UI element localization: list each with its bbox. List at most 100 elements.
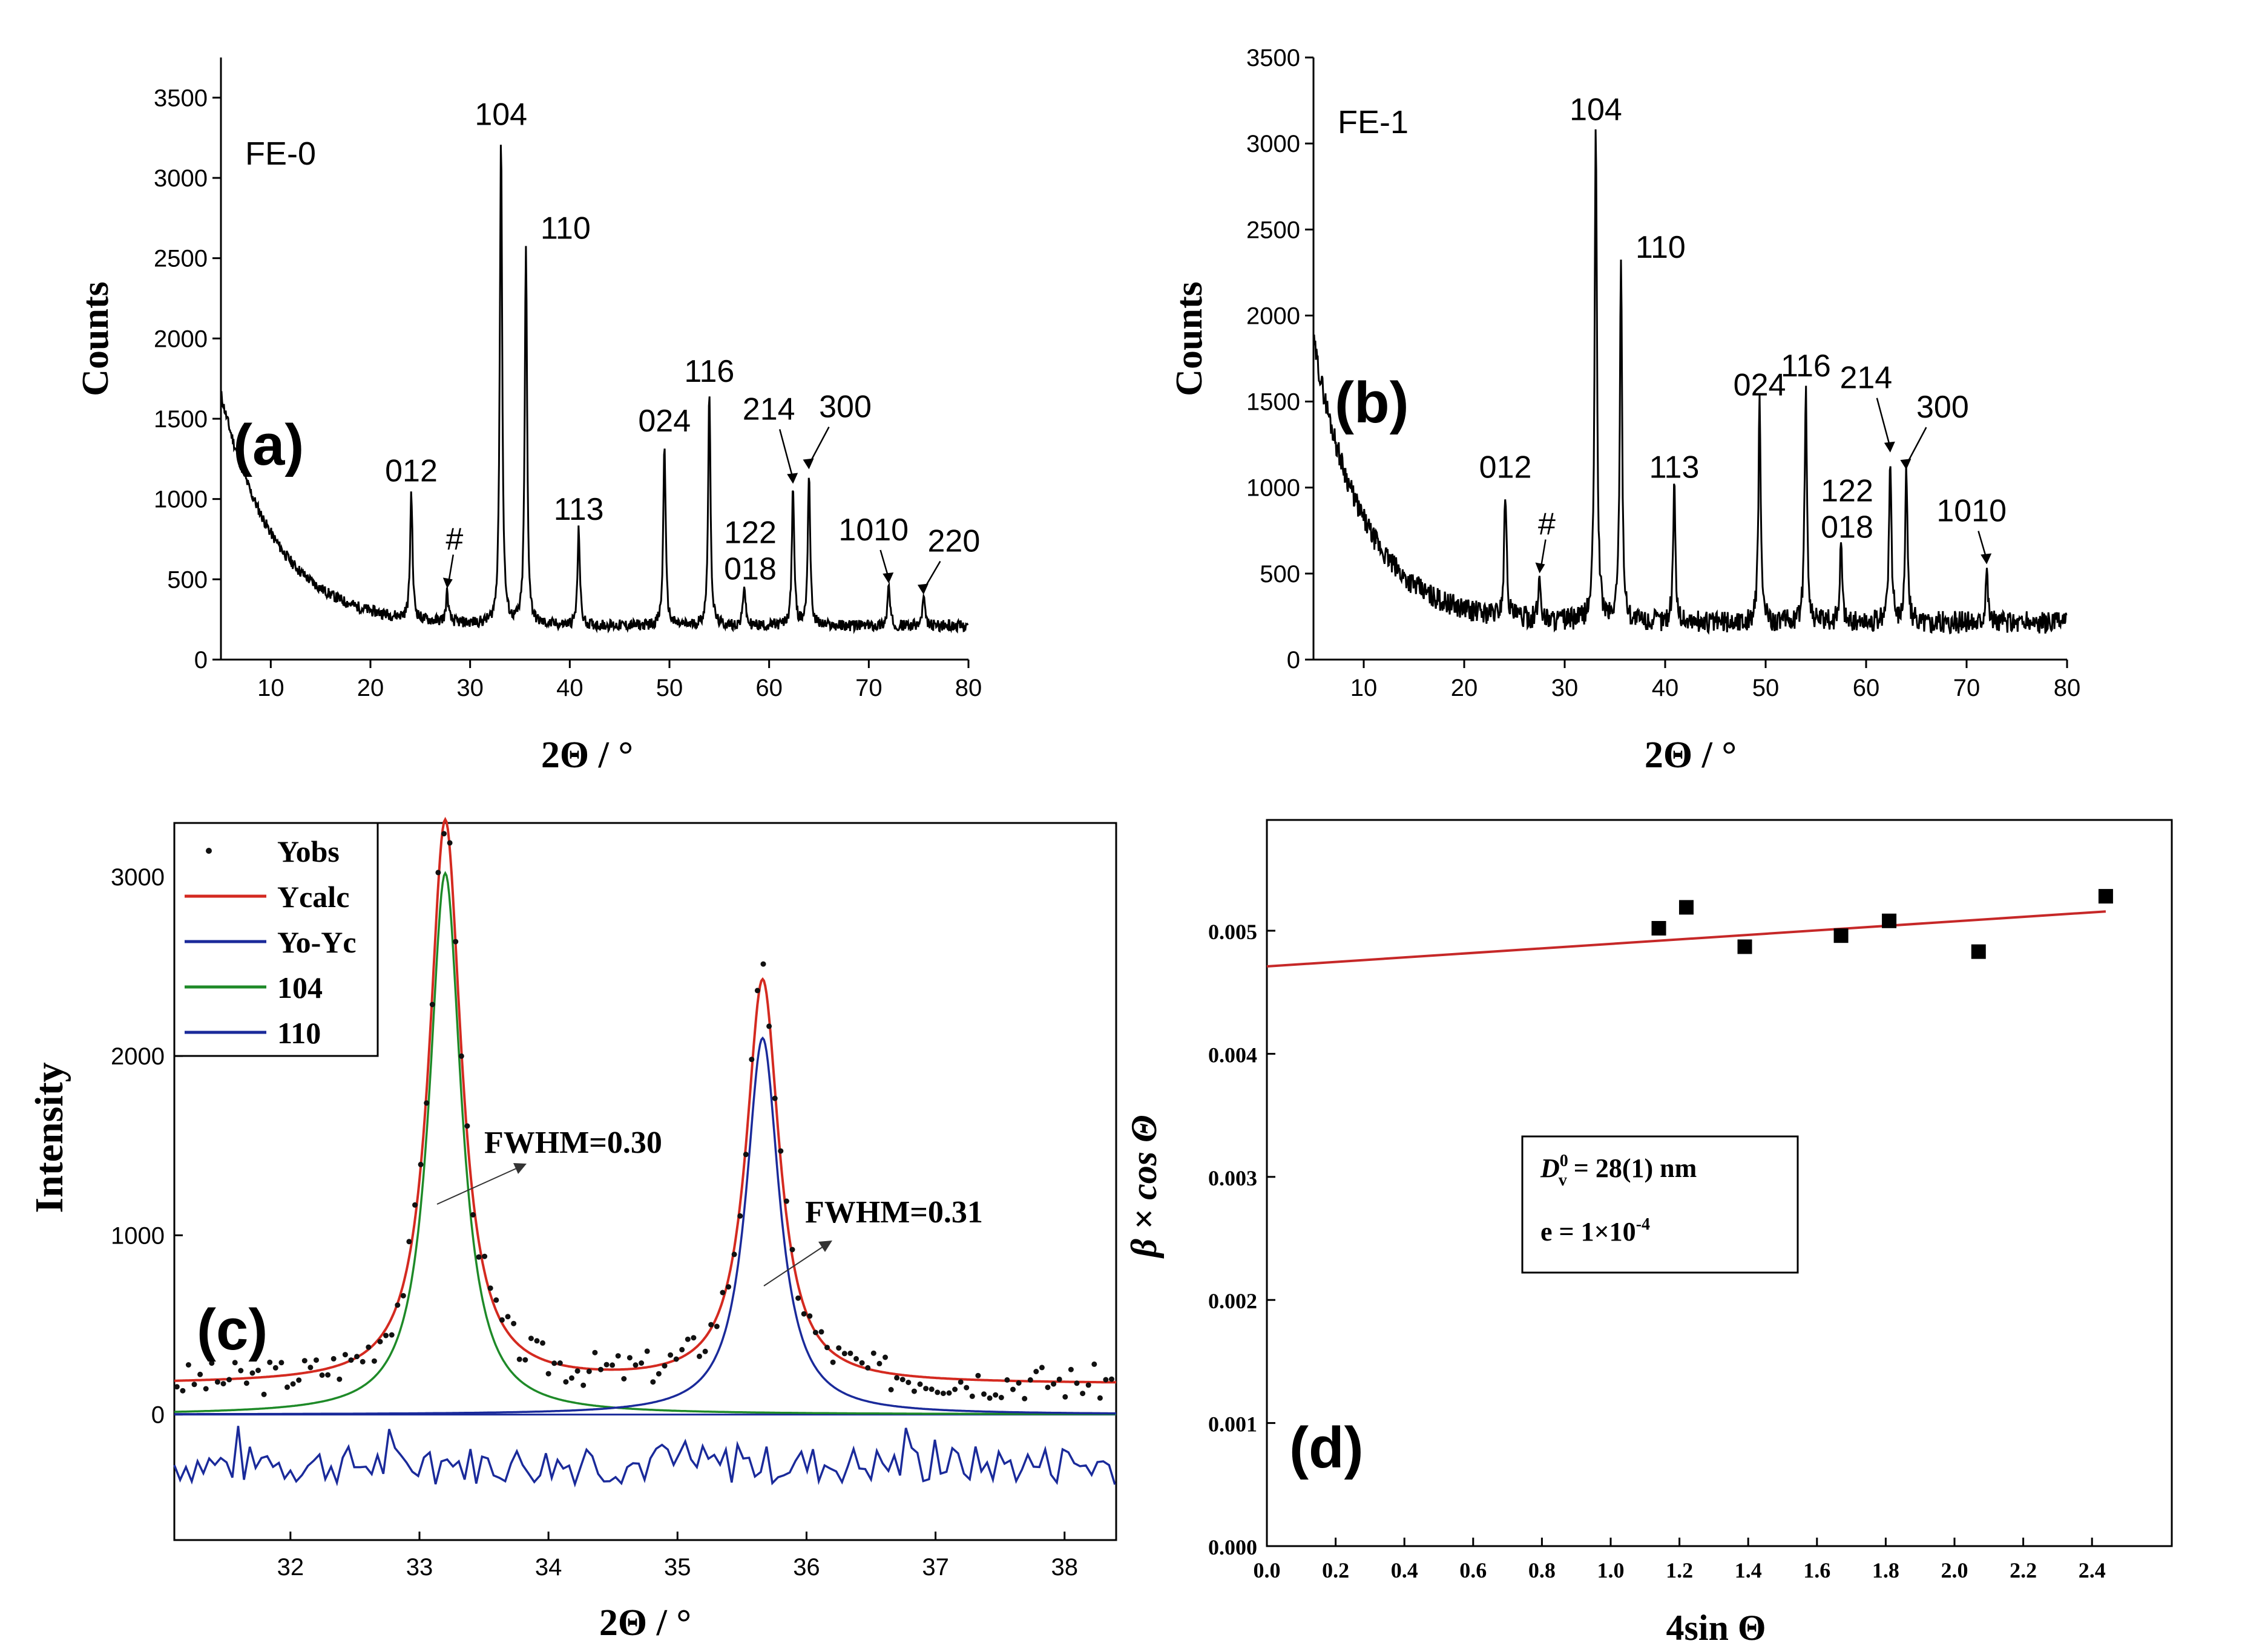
a-ytick-label: 500 (167, 566, 208, 593)
c-obs-point (1045, 1385, 1051, 1391)
c-obs-point (511, 1320, 517, 1326)
d-data-point (1737, 939, 1752, 954)
c-obs-point (610, 1362, 616, 1368)
c-obs-point (633, 1362, 639, 1368)
a-peak-label: 110 (541, 211, 591, 246)
c-xtick-label: 38 (1051, 1554, 1078, 1581)
c-obs-point (911, 1388, 917, 1394)
panel-c-legend-yobs-marker (206, 848, 212, 854)
c-obs-point (1085, 1382, 1091, 1388)
c-obs-point (952, 1386, 958, 1392)
c-obs-point (1080, 1391, 1086, 1397)
c-obs-point (883, 1354, 888, 1360)
b-peak-label: 110 (1635, 230, 1686, 265)
c-obs-point (301, 1358, 307, 1364)
panel-d-y-ticks: 0.000 0.001 0.002 0.003 0.004 0.005 (1208, 920, 1275, 1559)
c-obs-point (330, 1355, 337, 1362)
c-obs-point (476, 1254, 482, 1260)
d-xtick-label: 2.0 (1941, 1558, 1968, 1582)
b-ytick-label: 0 (1287, 647, 1300, 674)
d-xtick-label: 0.8 (1528, 1558, 1556, 1582)
c-obs-point (499, 1317, 505, 1323)
panel-b-panel-label: (b) (1335, 370, 1409, 435)
c-obs-point (418, 1161, 424, 1167)
b-peak-arrowhead (1900, 459, 1912, 470)
b-peak-label: 214 (1839, 361, 1892, 396)
c-obs-point (766, 1023, 772, 1029)
c-obs-point (795, 1295, 801, 1301)
panel-c-legend-yoyc: Yo-Yc (277, 925, 357, 959)
d-xtick-label: 1.4 (1735, 1558, 1762, 1582)
panel-a-x-ticks: 10 20 30 40 50 60 70 80 (257, 660, 982, 701)
c-obs-point (772, 1095, 778, 1101)
d-data-point (1971, 944, 1986, 959)
c-obs-point (1103, 1377, 1109, 1383)
c-obs-point (255, 1368, 261, 1374)
panel-c-peak-fit: 0 1000 2000 3000 32 33 34 35 36 37 38 Yobs Ycalc … (27, 816, 1117, 1644)
c-obs-point (749, 1057, 755, 1063)
panel-d-d-value: = 28(1) nm (1567, 1153, 1697, 1183)
c-obs-point (737, 1213, 743, 1219)
panel-c-fwhm-104-arrowhead (513, 1163, 527, 1174)
b-peak-arrowhead (1884, 441, 1895, 453)
c-obs-point (702, 1348, 708, 1354)
c-obs-point (429, 1001, 435, 1008)
c-obs-point (714, 1323, 720, 1329)
c-ytick-label: 0 (151, 1402, 165, 1429)
b-peak-label: 024 (1734, 367, 1786, 402)
c-obs-point (278, 1360, 284, 1366)
a-ytick-label: 2500 (154, 246, 208, 272)
c-obs-point (812, 1329, 818, 1336)
panel-a-xrd-fe0: 0 500 1000 1500 2000 2500 3000 3500 10 20 30 40 50 6… (75, 57, 982, 776)
panel-b-xrd-fe1: 0 500 1000 1500 2000 2500 3000 3500 10 20 30 40 50 6… (1169, 45, 2080, 776)
panel-d-annotation-box (1521, 1135, 1799, 1274)
c-obs-point (545, 1371, 551, 1377)
c-obs-point (847, 1350, 853, 1356)
c-obs-point (917, 1381, 923, 1387)
panel-a-diffraction-curve (220, 145, 969, 634)
d-data-point (1651, 920, 1666, 936)
panel-b-diffraction-curve (1312, 129, 2068, 635)
c-obs-point (603, 1362, 610, 1368)
c-obs-point (621, 1376, 627, 1382)
c-xtick-label: 32 (277, 1554, 304, 1581)
c-obs-point (232, 1360, 238, 1366)
c-obs-point (272, 1365, 278, 1371)
panel-c-legend: Yobs Ycalc Yo-Yc 104 110 (173, 822, 379, 1057)
panel-a-y-axis-title: Counts (75, 281, 116, 396)
panel-c-fwhm-110-arrow (763, 1246, 824, 1287)
d-xtick-label: 1.6 (1803, 1558, 1830, 1582)
c-obs-point (726, 1284, 731, 1290)
c-obs-point (899, 1377, 906, 1383)
c-obs-point (818, 1329, 824, 1335)
c-obs-point (807, 1313, 813, 1319)
a-peak-label: 300 (819, 390, 872, 425)
b-ytick-label: 2000 (1246, 303, 1300, 329)
a-peak-arrowhead (917, 583, 929, 595)
a-xtick-label: 10 (257, 675, 284, 701)
a-xtick-label: 30 (456, 675, 484, 701)
c-obs-point (464, 1123, 470, 1129)
c-obs-point (685, 1336, 691, 1342)
panel-d-x-ticks: 0.0 0.2 0.4 0.6 0.8 1.0 1.2 1.4 1.6 1.8 2.0 2.2 2.4 (1254, 1538, 2106, 1582)
panel-a-axes (220, 57, 968, 661)
c-obs-point (534, 1338, 540, 1344)
d-data-point (1833, 928, 1849, 943)
c-obs-point (424, 1100, 430, 1106)
c-obs-point (574, 1368, 580, 1374)
c-obs-point (482, 1253, 488, 1259)
c-obs-point (691, 1335, 697, 1341)
b-ytick-label: 2500 (1246, 217, 1300, 243)
c-obs-point (174, 1384, 180, 1390)
b-ytick-label: 3500 (1246, 45, 1300, 71)
c-obs-point (453, 939, 459, 945)
c-obs-point (412, 1202, 418, 1208)
b-peak-arrow (1905, 427, 1927, 465)
d-xtick-label: 2.4 (2079, 1558, 2106, 1582)
a-peak-arrowhead (787, 473, 798, 484)
panel-d-annotation: D0 v = 28(1) nm e = 1×10-4 (1521, 1135, 1799, 1274)
c-obs-point (203, 1386, 209, 1392)
c-obs-point (337, 1376, 343, 1382)
c-obs-point (389, 1332, 395, 1338)
